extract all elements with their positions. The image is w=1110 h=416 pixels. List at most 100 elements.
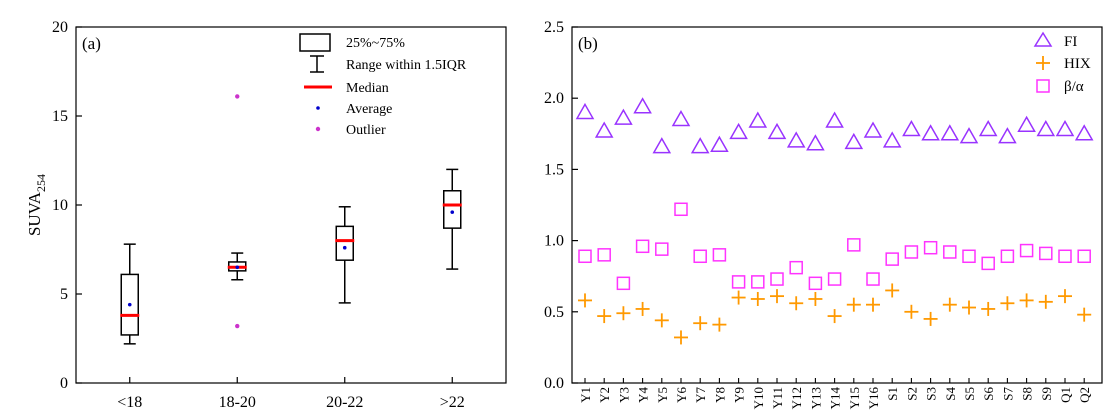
iqr-box <box>443 190 462 229</box>
hix-point <box>750 291 765 306</box>
beta-alpha-point <box>751 275 765 289</box>
hix-point <box>693 316 708 331</box>
beta-alpha-point <box>693 249 707 264</box>
panel-a-box-plot: (a) SUVA254 0 5 10 15 20 <18 18-20 20-22 >22 25… <box>25 19 507 411</box>
box-group <box>120 243 140 345</box>
box-group <box>442 168 462 270</box>
hix-point <box>654 313 669 328</box>
beta-alpha-point <box>923 240 938 255</box>
panel-b-y-tick-label: 1.0 <box>544 233 564 250</box>
legend-beta-alpha-label: β/α <box>1064 79 1084 95</box>
beta-alpha-point <box>1058 249 1072 264</box>
legend-outlier-label: Outlier <box>346 123 386 138</box>
panel-b-legend: FI HIX β/α <box>1033 31 1091 95</box>
fi-point <box>921 124 940 141</box>
panel-b-x-tick-label: Y13 <box>808 387 823 409</box>
outlier-point <box>235 94 240 99</box>
beta-alpha-point <box>770 272 784 286</box>
fi-point <box>959 127 979 144</box>
panel-b-points <box>575 97 1094 345</box>
panel-a-label: (a) <box>82 34 101 53</box>
fi-point <box>844 132 864 150</box>
fi-point <box>1036 120 1056 137</box>
panel-b-x-tick-label: Y1 <box>578 387 593 403</box>
panel-a-y-tick-label: 15 <box>52 108 68 125</box>
panel-b-x-tick-label: Y6 <box>674 387 689 403</box>
panel-a-boxes <box>120 94 462 345</box>
series-square <box>578 202 1091 291</box>
panel-b-x-tick-label: Y7 <box>693 387 708 403</box>
panel-b-y-tick-label: 2.5 <box>544 19 564 36</box>
panel-a-y-tick-label: 0 <box>60 375 68 392</box>
legend-fi-swatch <box>1033 31 1053 47</box>
panel-b-x-tick-label: Q2 <box>1077 387 1092 403</box>
panel-b-x-tick-label: Y14 <box>828 387 843 410</box>
fi-point <box>1074 124 1094 141</box>
hix-point <box>866 297 880 312</box>
hix-point <box>808 291 823 306</box>
panel-a-x-ticks: <18 18-20 20-22 >22 <box>117 377 465 411</box>
legend-hix-label: HIX <box>1064 56 1091 72</box>
panel-b-x-tick-label: S1 <box>885 387 900 401</box>
fi-point <box>690 137 710 154</box>
hix-point <box>616 306 631 321</box>
hix-point <box>1058 289 1072 304</box>
beta-alpha-point <box>616 276 631 291</box>
legend-range-label: Range within 1.5IQR <box>346 58 467 73</box>
hix-point <box>846 297 861 312</box>
beta-alpha-point <box>1077 249 1091 264</box>
beta-alpha-point <box>866 272 880 286</box>
hix-point <box>1019 293 1034 308</box>
fi-point <box>786 131 806 148</box>
hix-point <box>962 300 976 315</box>
panel-b-x-tick-label: S6 <box>981 387 996 401</box>
panel-a-y-tick-label: 5 <box>60 286 68 303</box>
fi-point <box>729 122 748 140</box>
panel-a-x-tick-label: 20-22 <box>326 394 363 411</box>
legend-fi-label: FI <box>1064 34 1077 50</box>
panel-b-x-tick-label: Y4 <box>636 387 651 403</box>
hix-point <box>981 301 996 316</box>
series-triangle <box>575 97 1094 154</box>
fi-point <box>614 108 633 125</box>
hix-point <box>789 296 804 311</box>
panel-a-y-tick-label: 20 <box>52 19 68 36</box>
fi-point <box>594 121 614 138</box>
panel-a-x-tick-label: <18 <box>117 394 142 411</box>
beta-alpha-point <box>635 239 650 254</box>
panel-b-y-ticks: 0.0 0.5 1.0 1.5 2.0 2.5 <box>544 19 578 392</box>
panel-b-x-tick-label: Y11 <box>770 387 785 409</box>
panel-b-x-tick-label: Q1 <box>1058 387 1073 403</box>
hix-point <box>712 317 727 332</box>
beta-alpha-point <box>1000 249 1015 264</box>
beta-alpha-point <box>789 260 803 275</box>
hix-point <box>827 309 842 324</box>
legend-box-label: 25%~75% <box>346 36 405 51</box>
box-group <box>227 94 247 329</box>
fi-point <box>940 124 960 141</box>
beta-alpha-point <box>1019 243 1034 258</box>
fi-point <box>806 134 825 151</box>
series-plus <box>578 283 1092 345</box>
fi-point <box>863 121 883 138</box>
panel-b-y-tick-label: 2.0 <box>544 90 564 107</box>
legend-average-label: Average <box>346 102 392 117</box>
beta-alpha-point <box>578 249 592 264</box>
legend-range-swatch <box>310 55 324 73</box>
panel-a-legend: 25%~75% Range within 1.5IQR Median Avera… <box>299 33 467 138</box>
panel-b-y-tick-label: 1.5 <box>544 161 564 178</box>
beta-alpha-point <box>655 242 669 256</box>
fi-point <box>748 111 768 128</box>
hix-point <box>923 311 938 326</box>
mean-point <box>235 265 240 270</box>
panel-b-x-tick-label: Y2 <box>597 387 612 403</box>
fi-point <box>902 120 921 137</box>
hix-point <box>770 289 784 304</box>
hix-point <box>1038 294 1053 309</box>
panel-b-x-tick-label: Y10 <box>751 387 766 409</box>
hix-point <box>942 297 957 312</box>
panel-a-plot-area <box>75 26 507 384</box>
fi-point <box>978 120 998 137</box>
panel-a-y-ticks: 0 5 10 15 20 <box>52 19 82 392</box>
panel-b-x-tick-label: Y12 <box>789 387 804 409</box>
